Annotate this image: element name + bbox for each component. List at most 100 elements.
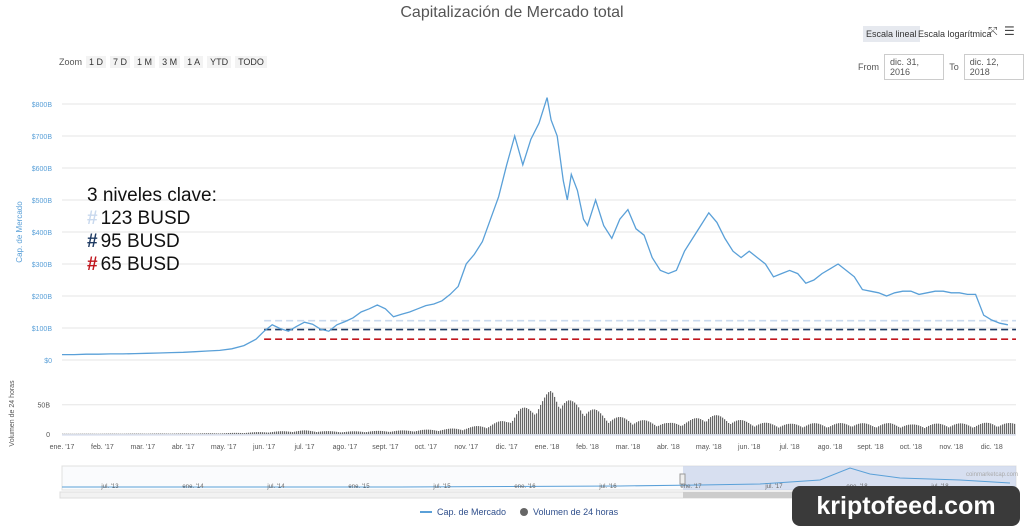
volume-bar xyxy=(282,431,284,434)
navigator-line xyxy=(62,467,1011,488)
level-1-text: 123 BUSD xyxy=(100,208,191,229)
volume-bar xyxy=(854,425,856,434)
volume-bar xyxy=(474,426,476,434)
volume-bar xyxy=(810,423,812,434)
volume-bar xyxy=(688,421,690,434)
volume-bar xyxy=(714,415,716,434)
zoom-ytd-button[interactable]: YTD xyxy=(207,56,232,68)
volume-tick-label: 0 xyxy=(46,432,50,439)
volume-bar xyxy=(348,431,350,434)
volume-bar xyxy=(202,433,204,434)
linear-scale-button[interactable]: Escala lineal xyxy=(863,26,920,42)
volume-bar xyxy=(364,432,366,434)
volume-bar xyxy=(856,424,858,434)
volume-bar xyxy=(222,433,224,434)
volume-bar xyxy=(312,431,314,434)
volume-bar xyxy=(428,429,430,434)
volume-bar xyxy=(664,423,666,434)
volume-bar xyxy=(422,429,424,434)
zoom-1d-button[interactable]: 1 D xyxy=(86,56,107,68)
volume-bar xyxy=(790,423,792,434)
zoom-controls: Zoom 1 D 7 D 1 M 3 M 1 A YTD TODO xyxy=(59,56,267,68)
volume-bar xyxy=(818,423,820,434)
volume-bar xyxy=(862,423,864,434)
volume-bar xyxy=(684,423,686,434)
volume-bar xyxy=(888,423,890,434)
navigator-tick-label: jul. '16 xyxy=(598,484,617,490)
volume-bar xyxy=(272,431,274,434)
volume-bar xyxy=(630,422,632,434)
from-label: From xyxy=(858,62,879,72)
log-scale-button[interactable]: Escala logarítmica xyxy=(918,29,992,39)
to-date-input[interactable]: dic. 12, 2018 xyxy=(963,54,1024,80)
volume-bar xyxy=(506,422,508,434)
volume-bar xyxy=(812,423,814,434)
volume-bar xyxy=(938,423,940,434)
volume-bar xyxy=(452,428,454,434)
volume-bar xyxy=(1002,424,1004,434)
volume-bar xyxy=(744,420,746,434)
volume-bar xyxy=(254,432,256,434)
zoom-7d-button[interactable]: 7 D xyxy=(110,56,131,68)
volume-bar xyxy=(806,425,808,434)
volume-bar xyxy=(388,431,390,434)
volume-bar xyxy=(244,433,246,434)
volume-bar xyxy=(562,405,564,434)
dot-swatch-icon xyxy=(520,508,529,516)
volume-bar xyxy=(756,425,758,434)
zoom-1m-button[interactable]: 1 M xyxy=(134,56,156,68)
volume-bar xyxy=(686,422,688,434)
volume-bar xyxy=(726,421,728,434)
volume-bar xyxy=(930,425,932,434)
legend-market-cap[interactable]: Cap. de Mercado xyxy=(420,507,506,517)
volume-bar xyxy=(642,420,644,434)
volume-bar xyxy=(678,424,680,434)
y-axis-title: Cap. de Mercado xyxy=(15,201,24,263)
volume-bar xyxy=(844,423,846,434)
volume-bar xyxy=(260,432,262,434)
volume-bar xyxy=(602,415,604,434)
volume-bar xyxy=(936,423,938,434)
volume-bar xyxy=(776,426,778,434)
volume-bar xyxy=(570,400,572,434)
volume-bar xyxy=(220,433,222,434)
volume-bar xyxy=(644,420,646,434)
volume-bar xyxy=(976,425,978,434)
volume-bar xyxy=(998,426,1000,434)
volume-bar xyxy=(478,426,480,434)
volume-bar xyxy=(964,423,966,434)
volume-bar xyxy=(500,421,502,434)
zoom-1a-button[interactable]: 1 A xyxy=(184,56,204,68)
volume-bar xyxy=(606,420,608,434)
navigator-tick-label: jul. '13 xyxy=(100,484,119,490)
x-tick-label: jul. '17 xyxy=(294,444,315,451)
volume-bar xyxy=(928,425,930,434)
volume-bar xyxy=(662,423,664,434)
volume-bar xyxy=(326,431,328,434)
volume-bar xyxy=(250,432,252,434)
volume-bar xyxy=(472,426,474,434)
volume-bar xyxy=(300,430,302,434)
volume-bar xyxy=(926,426,928,434)
volume-bar xyxy=(628,421,630,434)
volume-bar xyxy=(242,433,244,434)
volume-bar xyxy=(966,424,968,434)
zoom-all-button[interactable]: TODO xyxy=(235,56,267,68)
volume-bar xyxy=(328,431,330,434)
x-tick-label: feb. '17 xyxy=(91,444,114,451)
volume-bar xyxy=(520,408,522,434)
volume-bar xyxy=(314,431,316,434)
volume-bar xyxy=(264,432,266,434)
volume-bar xyxy=(784,424,786,434)
volume-bar xyxy=(362,431,364,434)
from-date-input[interactable]: dic. 31, 2016 xyxy=(884,54,945,80)
zoom-3m-button[interactable]: 3 M xyxy=(159,56,181,68)
fullscreen-icon[interactable]: ⤧ xyxy=(988,24,998,38)
legend-volume[interactable]: Volumen de 24 horas xyxy=(520,507,618,517)
volume-bar xyxy=(608,422,610,434)
volume-bar xyxy=(560,408,562,434)
volume-bar xyxy=(278,431,280,434)
volume-bar xyxy=(514,417,516,434)
volume-bar xyxy=(634,423,636,434)
menu-icon[interactable]: ☰ xyxy=(1004,24,1015,38)
